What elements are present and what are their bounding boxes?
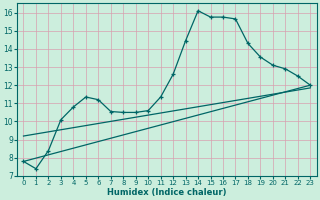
X-axis label: Humidex (Indice chaleur): Humidex (Indice chaleur) bbox=[107, 188, 227, 197]
